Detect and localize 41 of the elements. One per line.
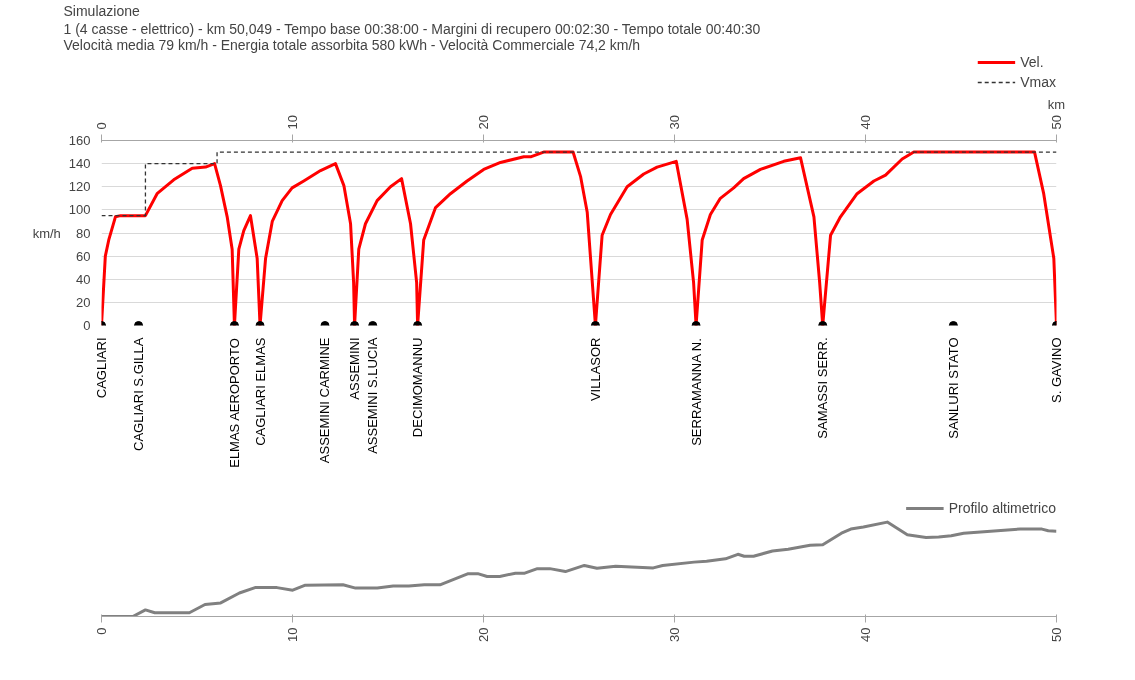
legend-label: Vel.	[1020, 54, 1044, 70]
annotation: ASSEMINI CARMINE	[317, 337, 333, 464]
chart-title: Simulazione	[63, 2, 140, 19]
y-tick-label: 60	[76, 248, 91, 264]
x-tick-label: 0	[94, 122, 109, 130]
annotation: ASSEMINI	[347, 337, 363, 400]
x-axis-title: km	[1047, 97, 1066, 113]
y-tick-label: 40	[76, 271, 91, 287]
x-tick-label: 30	[667, 627, 682, 642]
x-tick-label: 50	[1049, 627, 1064, 642]
x-tick-label: 40	[858, 115, 873, 130]
y-tick-label: 0	[83, 318, 91, 333]
annotation: DECIMOMANNU	[410, 337, 426, 438]
x-tick-label: 0	[94, 627, 109, 635]
y-tick-label: 20	[76, 294, 91, 310]
x-tick-label: 10	[285, 115, 300, 130]
x-tick-label: 30	[667, 115, 682, 130]
x-tick-label: 40	[858, 627, 873, 642]
annotation: SAMASSI SERR.	[815, 337, 831, 439]
x-tick-label: 20	[476, 115, 491, 130]
y-tick-label: 160	[68, 133, 91, 148]
y-tick-label: 80	[76, 225, 91, 241]
y-tick-label: 100	[68, 202, 91, 218]
annotation: CAGLIARI	[94, 337, 109, 399]
y-axis-title: km/h	[32, 225, 61, 241]
chart-subtitle: 1 (4 casse - elettrico) - km 50,049 - Tempo base 00:38:00 - Margini di recupero 00:02:30 - Tempo totale 00:40:30 Velocità media 79 km/h - Energia totale assorbita 580 kWh - Velocità Commerciale 74,2 km/h	[63, 20, 761, 53]
annotation: CAGLIARI S.GILLA	[131, 337, 147, 451]
annotation: VILLASOR	[587, 337, 603, 402]
x-tick-label: 50	[1049, 115, 1064, 130]
annotation: S. GAVINO	[1049, 337, 1064, 403]
annotation: SANLURI STATO	[945, 337, 961, 439]
y-tick-label: 120	[68, 179, 91, 195]
legend-label: Vmax	[1020, 74, 1056, 90]
y-tick-label: 140	[68, 156, 91, 172]
annotation: CAGLIARI ELMAS	[252, 337, 268, 446]
x-tick-label: 10	[285, 627, 300, 642]
annotation: ASSEMINI S.LUCIA	[365, 337, 381, 454]
x-tick-label: 20	[476, 627, 491, 642]
legend-label: Profilo altimetrico	[948, 500, 1056, 516]
annotation: ELMAS AEROPORTO	[226, 338, 242, 468]
annotation: SERRAMANNA N.	[688, 338, 704, 446]
